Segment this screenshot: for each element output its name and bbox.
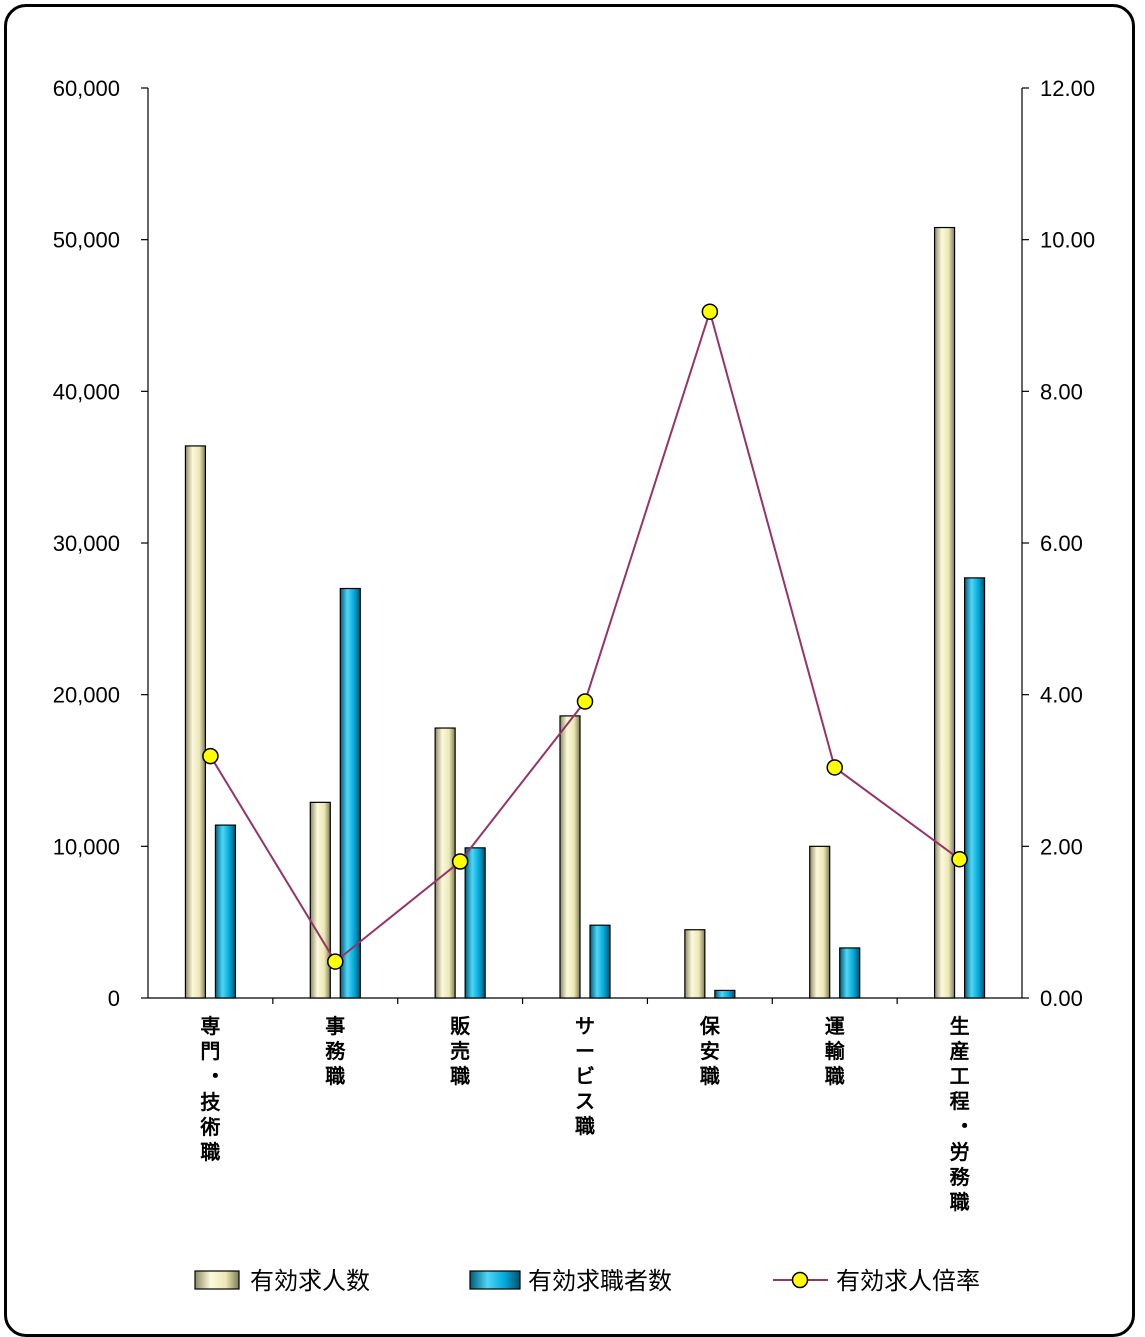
category-label-char: ー bbox=[575, 1039, 595, 1063]
ratio-point bbox=[951, 850, 968, 868]
category-label-char: 労 bbox=[950, 1140, 970, 1164]
category-label-char: 務 bbox=[325, 1039, 346, 1063]
category-label-char: 専 bbox=[200, 1014, 220, 1038]
category-label-char: ・ bbox=[205, 1064, 225, 1088]
category-label-char: 職 bbox=[825, 1064, 845, 1088]
ratio-line bbox=[202, 303, 968, 970]
category-label-char: 職 bbox=[700, 1064, 720, 1088]
category-label-char: 保 bbox=[699, 1014, 721, 1038]
left-tick-label: 10,000 bbox=[53, 834, 120, 859]
ratio-point bbox=[327, 953, 344, 970]
category-label-char: 職 bbox=[950, 1190, 970, 1214]
right-tick-label: 6.00 bbox=[1040, 531, 1083, 556]
right-tick-label: 0.00 bbox=[1040, 986, 1083, 1011]
legend-label: 有効求人数 bbox=[250, 1267, 370, 1295]
legend-label: 有効求人倍率 bbox=[836, 1267, 980, 1295]
bar-有効求人数 bbox=[559, 715, 581, 999]
ratio-point bbox=[202, 747, 219, 765]
bar-有効求職者数 bbox=[214, 824, 237, 999]
axes: 0 10,000 20,000 30,000 40,000 50,000 60,000 0.0… bbox=[53, 76, 1095, 1011]
category-label-char: 程 bbox=[950, 1089, 970, 1113]
category-label-char: 生 bbox=[950, 1014, 970, 1038]
right-tick-label: 8.00 bbox=[1040, 379, 1083, 404]
category-label: 運輸職 bbox=[825, 1014, 846, 1088]
ratio-point bbox=[451, 853, 469, 870]
bar-有効求職者数 bbox=[464, 847, 486, 999]
category-label-char: ス bbox=[575, 1089, 595, 1113]
category-label-char: 職 bbox=[450, 1064, 470, 1088]
right-tick-label: 12.00 bbox=[1040, 76, 1095, 101]
category-label-char: 安 bbox=[700, 1039, 720, 1063]
category-label-char: 務 bbox=[950, 1165, 971, 1189]
category-label: 保安職 bbox=[699, 1014, 721, 1088]
ratio-point bbox=[826, 759, 843, 776]
bar-有効求職者数 bbox=[963, 577, 986, 999]
legend-swatch-beige bbox=[194, 1270, 240, 1290]
category-label: 販売職 bbox=[450, 1014, 471, 1088]
left-tick-label: 40,000 bbox=[53, 379, 120, 404]
ratio-point bbox=[576, 693, 594, 710]
category-label-char: 門 bbox=[200, 1039, 220, 1063]
bar-有効求人数 bbox=[184, 445, 207, 999]
category-label-char: 技 bbox=[200, 1090, 221, 1114]
legend-swatch-marker bbox=[791, 1271, 809, 1289]
category-label-char: 売 bbox=[450, 1039, 470, 1063]
right-tick-label: 2.00 bbox=[1040, 834, 1083, 859]
category-label-char: ・ bbox=[955, 1114, 975, 1138]
category-label-char: 職 bbox=[575, 1114, 595, 1138]
category-label-char: 産 bbox=[950, 1039, 970, 1063]
bar-有効求職者数 bbox=[339, 587, 361, 999]
category-label-char: 職 bbox=[200, 1140, 220, 1164]
bar-有効求人数 bbox=[809, 845, 831, 999]
bars bbox=[184, 226, 986, 999]
left-tick-label: 0 bbox=[108, 986, 120, 1011]
category-label-char: 術 bbox=[199, 1115, 220, 1139]
legend-swatch-blue bbox=[469, 1270, 521, 1290]
category-label-char: 輸 bbox=[825, 1039, 846, 1063]
category-label-char: 工 bbox=[950, 1064, 970, 1088]
bar-有効求人数 bbox=[684, 929, 706, 999]
left-tick-label: 60,000 bbox=[53, 76, 120, 101]
ratio-point bbox=[701, 303, 719, 320]
category-label-char: 職 bbox=[325, 1064, 345, 1088]
category-label-char: サ bbox=[575, 1014, 595, 1038]
legend: 有効求人数 有効求職者数 有効求人倍率 bbox=[194, 1267, 980, 1295]
category-label: 事務職 bbox=[325, 1014, 346, 1088]
legend-label: 有効求職者数 bbox=[528, 1267, 672, 1295]
left-tick-label: 50,000 bbox=[53, 228, 120, 253]
bar-有効求職者数 bbox=[839, 947, 861, 999]
bar-有効求職者数 bbox=[589, 924, 611, 999]
category-label-char: 運 bbox=[825, 1014, 845, 1038]
left-tick-label: 20,000 bbox=[53, 683, 120, 708]
left-tick-label: 30,000 bbox=[53, 531, 120, 556]
category-label-char: ビ bbox=[575, 1064, 595, 1088]
category-label: 専門・技術職 bbox=[199, 1014, 225, 1164]
bar-有効求人数 bbox=[309, 801, 331, 999]
category-label-char: 販 bbox=[450, 1014, 471, 1038]
bar-有効求職者数 bbox=[714, 989, 736, 999]
right-tick-label: 10.00 bbox=[1040, 228, 1095, 253]
category-label-char: 事 bbox=[325, 1014, 345, 1038]
right-tick-label: 4.00 bbox=[1040, 683, 1083, 708]
bar-有効求人数 bbox=[933, 226, 956, 999]
